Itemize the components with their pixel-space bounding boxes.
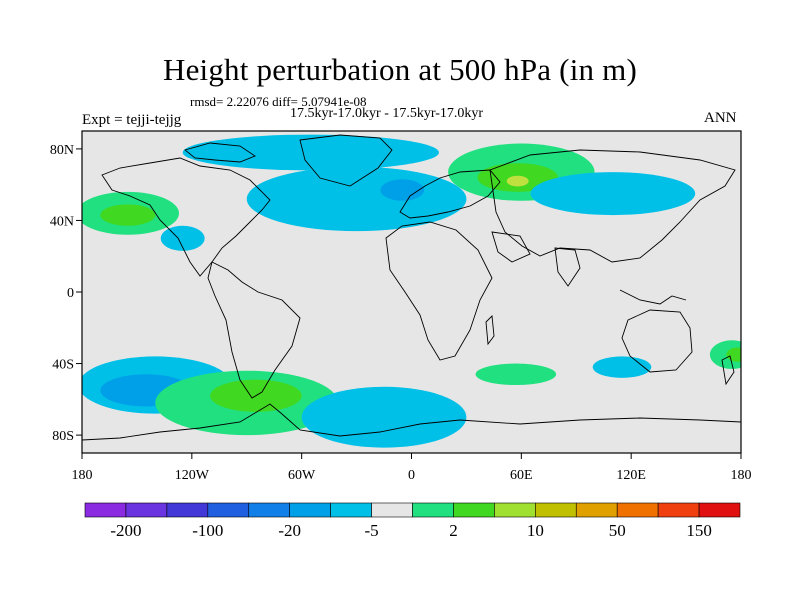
colorbar-swatch bbox=[412, 502, 454, 518]
colorbar-swatch bbox=[207, 502, 250, 518]
lon-tick-label: 180 bbox=[731, 468, 752, 483]
lon-tick-label: 120E bbox=[616, 468, 646, 483]
season-label: ANN bbox=[704, 110, 737, 126]
lat-tick-label: 0 bbox=[67, 286, 74, 301]
colorbar-label: -5 bbox=[364, 521, 378, 540]
anomaly-south-atlantic-low bbox=[301, 386, 467, 448]
coastlines bbox=[82, 134, 741, 441]
lon-tick-label: 0 bbox=[408, 468, 415, 483]
colorbar-swatch bbox=[248, 502, 290, 518]
colorbar-label: -100 bbox=[192, 521, 223, 540]
colorbar-label: 150 bbox=[686, 521, 712, 540]
anomaly-asia-low bbox=[530, 172, 696, 216]
chart-title: Height perturbation at 500 hPa (in m) bbox=[162, 52, 638, 87]
colorbar-swatch bbox=[616, 502, 659, 518]
colorbar-label: 2 bbox=[449, 521, 458, 540]
anomaly-tasman-high-core bbox=[726, 347, 741, 362]
lon-tick-label: 60E bbox=[510, 468, 533, 483]
colorbar-swatch bbox=[166, 502, 209, 518]
axis-ticks: 80N 40N 0 40S 80S 180 120W 60W 0 60E 120E 180 bbox=[50, 143, 752, 483]
anomaly-indian-ocean-high bbox=[475, 363, 557, 386]
colorbar-swatch bbox=[371, 502, 413, 518]
lat-tick-label: 40S bbox=[52, 358, 74, 373]
statistics-line: rmsd= 2.22076 diff= 5.07941e-08 bbox=[190, 94, 367, 109]
colorbar-swatch bbox=[453, 502, 495, 518]
lon-tick-label: 120W bbox=[175, 468, 210, 483]
colorbar-swatch bbox=[575, 502, 618, 518]
lon-tick-label: 180 bbox=[72, 468, 93, 483]
colorbar-swatch bbox=[535, 502, 577, 518]
anomaly-north-atlantic-low bbox=[246, 166, 467, 232]
lat-tick-label: 40N bbox=[50, 214, 74, 229]
anomaly-greenland-low bbox=[182, 134, 439, 171]
colorbar-swatch bbox=[698, 502, 741, 518]
experiment-label: Expt = tejji-tejjg bbox=[82, 112, 182, 128]
colorbar-swatch bbox=[84, 502, 127, 518]
colorbar-swatch bbox=[289, 502, 331, 518]
anomaly-pacific-high-core bbox=[100, 204, 156, 226]
colorbar-swatch bbox=[330, 502, 372, 518]
anomaly-field bbox=[82, 134, 741, 448]
lat-tick-label: 80S bbox=[52, 429, 74, 444]
colorbar-label: -20 bbox=[278, 521, 301, 540]
anomaly-europe-low-core bbox=[380, 179, 425, 201]
lat-tick-label: 80N bbox=[50, 143, 74, 158]
colorbar-label: 10 bbox=[527, 521, 544, 540]
colorbar-swatch bbox=[657, 502, 700, 518]
colorbar-swatch bbox=[494, 502, 536, 518]
anomaly-tasman-high bbox=[709, 340, 741, 369]
anomaly-southern-indian-low bbox=[592, 356, 652, 378]
colorbar-label: 50 bbox=[609, 521, 626, 540]
colorbar: -200 -100 -20 -5 2 10 50 150 bbox=[84, 502, 741, 540]
colorbar-label: -200 bbox=[110, 521, 141, 540]
anomaly-russia-high-peak bbox=[506, 175, 529, 187]
colorbar-swatch bbox=[125, 502, 168, 518]
lon-tick-label: 60W bbox=[288, 468, 316, 483]
subtitle: 17.5kyr-17.0kyr - 17.5kyr-17.0kyr bbox=[290, 106, 484, 121]
